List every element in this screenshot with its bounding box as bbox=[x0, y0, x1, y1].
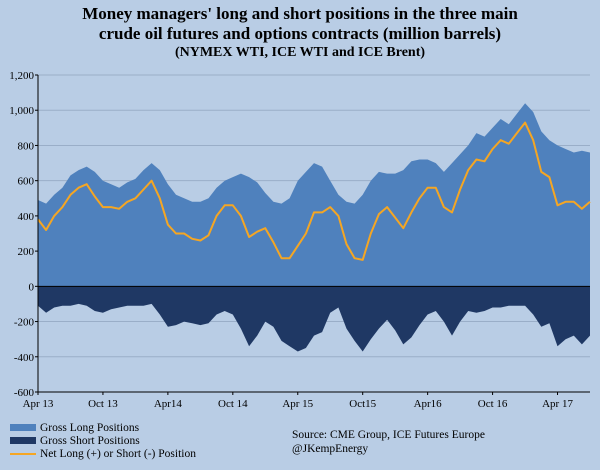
x-tick-label-8: Apr 17 bbox=[542, 398, 573, 410]
title-line-1: Money managers' long and short positions… bbox=[82, 4, 518, 23]
y-tick-label-6: 600 bbox=[18, 176, 35, 188]
legend-item-long: Gross Long Positions bbox=[10, 421, 196, 434]
x-tick-label-2: Apr14 bbox=[154, 398, 183, 410]
legend: Gross Long Positions Gross Short Positio… bbox=[10, 421, 196, 460]
y-tick-label-8: 1,000 bbox=[9, 105, 34, 117]
y-tick-label-3: 0 bbox=[29, 281, 35, 293]
title-line-2: crude oil futures and options contracts … bbox=[98, 24, 502, 43]
x-tick-label-6: Apr16 bbox=[414, 398, 443, 410]
y-tick-label-5: 400 bbox=[18, 211, 35, 223]
x-tick-label-7: Oct 16 bbox=[478, 398, 508, 410]
source-handle: @JKempEnergy bbox=[292, 443, 369, 455]
legend-label-net: Net Long (+) or Short (-) Position bbox=[40, 447, 196, 460]
x-tick-label-1: Oct 13 bbox=[88, 398, 118, 410]
legend-label-long: Gross Long Positions bbox=[40, 421, 140, 434]
legend-swatch-long bbox=[10, 424, 36, 431]
legend-swatch-short bbox=[10, 437, 36, 444]
y-tick-label-9: 1,200 bbox=[9, 70, 34, 82]
gross-short-area bbox=[38, 286, 590, 352]
x-tick-label-4: Apr 15 bbox=[282, 398, 313, 410]
net-position-line bbox=[37, 121, 591, 261]
gross-long-area bbox=[38, 103, 590, 287]
legend-item-short: Gross Short Positions bbox=[10, 434, 196, 447]
y-tick-label-7: 800 bbox=[18, 140, 35, 152]
title-line-3: (NYMEX WTI, ICE WTI and ICE Brent) bbox=[174, 45, 426, 60]
legend-label-short: Gross Short Positions bbox=[40, 434, 140, 447]
legend-item-net: Net Long (+) or Short (-) Position bbox=[10, 447, 196, 460]
source-note: Source: CME Group, ICE Futures Europe @J… bbox=[292, 428, 485, 456]
x-tick-label-3: Oct 14 bbox=[218, 398, 248, 410]
source-line: Source: CME Group, ICE Futures Europe bbox=[292, 429, 485, 441]
y-tick-label-2: -200 bbox=[14, 317, 35, 329]
legend-swatch-net bbox=[10, 452, 36, 455]
x-tick-label-0: Apr 13 bbox=[23, 398, 54, 410]
x-tick-label-5: Oct15 bbox=[349, 398, 376, 410]
y-tick-label-4: 200 bbox=[18, 246, 35, 258]
y-tick-label-0: -600 bbox=[14, 387, 35, 399]
y-tick-label-1: -400 bbox=[14, 352, 35, 364]
chart-title: Money managers' long and short positions… bbox=[0, 4, 600, 62]
